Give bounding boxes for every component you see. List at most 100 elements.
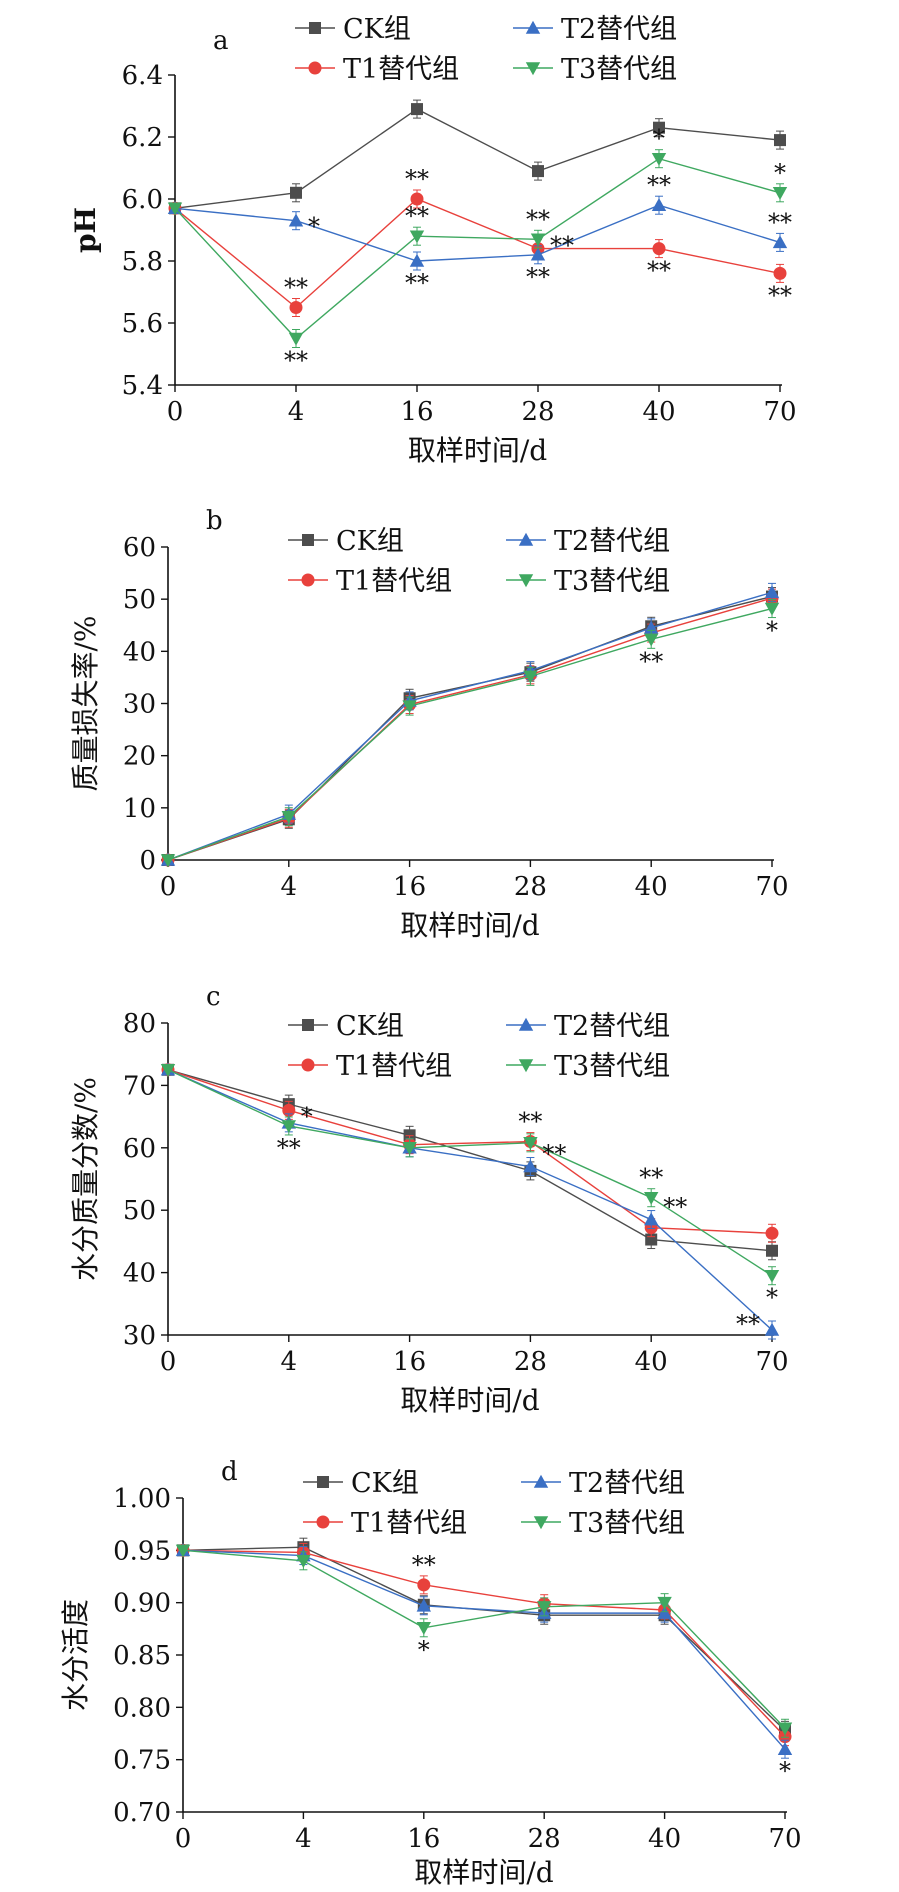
y-tick-label: 1.00: [113, 1484, 171, 1514]
x-axis-label: 取样时间/d: [400, 909, 539, 942]
x-tick-label: 0: [160, 1347, 177, 1377]
data-point-ck: [532, 165, 544, 178]
data-point-t3: [160, 854, 176, 868]
x-tick-label: 40: [648, 1824, 681, 1854]
series-line-t3: [167, 607, 773, 861]
data-point-t3: [402, 1142, 417, 1155]
legend-marker: [317, 1476, 329, 1488]
significance-label: **: [542, 1140, 566, 1168]
legend-label: T2替代组: [569, 1468, 685, 1499]
y-tick-label: 70: [123, 1071, 156, 1101]
data-point-t3: [657, 1596, 672, 1610]
y-tick-label: 0.90: [113, 1589, 171, 1619]
panel-label: b: [206, 506, 223, 536]
data-point-t2: [530, 247, 546, 261]
legend-label: T3替代组: [554, 1051, 670, 1082]
data-point-t3: [537, 1601, 552, 1615]
x-tick-label: 28: [514, 1347, 547, 1377]
legend-label: CK组: [336, 526, 404, 557]
y-axis-label: 质量损失率/%: [69, 615, 102, 791]
data-point-t1: [652, 242, 666, 256]
legend-item-ck: CK组: [288, 1011, 404, 1042]
data-point-t3: [523, 1137, 538, 1151]
data-point-t3: [651, 152, 667, 166]
x-tick-label: 70: [763, 397, 796, 427]
legend-marker: [518, 574, 534, 588]
legend-item-t2: T2替代组: [513, 14, 677, 45]
data-point-ck: [290, 186, 302, 199]
data-point-t3: [416, 1622, 431, 1635]
legend-label: CK组: [336, 1011, 404, 1042]
series-line-t1: [167, 1069, 773, 1234]
legend-marker: [525, 20, 541, 34]
series-line-ck: [167, 595, 773, 861]
data-point-ck: [766, 1244, 778, 1257]
legend-label: T2替代组: [561, 14, 677, 45]
legend-item-t2: T2替代组: [506, 1011, 670, 1042]
series-line-t3: [174, 157, 781, 340]
data-point-t3: [402, 700, 417, 714]
x-tick-label: 16: [407, 1824, 440, 1854]
legend-item-ck: CK组: [295, 14, 411, 45]
series-line-ck: [182, 1546, 786, 1731]
significance-label: *: [774, 159, 786, 187]
y-tick-label: 60: [123, 533, 156, 563]
legend-item-t3: T3替代组: [506, 1051, 670, 1082]
legend-label: T1替代组: [336, 566, 452, 597]
legend-label: T3替代组: [561, 54, 677, 85]
legend-label: T1替代组: [343, 54, 459, 85]
y-tick-label: 40: [123, 1259, 156, 1289]
series-line-t2: [167, 1069, 773, 1331]
data-point-t1: [773, 266, 787, 280]
series-line-t1: [174, 198, 781, 309]
data-point-t2: [416, 1598, 431, 1612]
significance-label: **: [663, 1193, 687, 1221]
data-point-t3: [281, 1120, 296, 1134]
legend-item-t1: T1替代组: [288, 1051, 452, 1082]
legend-marker: [301, 1058, 315, 1072]
y-tick-label: 5.8: [122, 247, 163, 277]
significance-label: **: [647, 257, 671, 285]
data-point-t3: [160, 1064, 176, 1077]
significance-label: **: [639, 1164, 663, 1192]
data-point-t2: [409, 253, 425, 267]
y-tick-label: 6.4: [122, 61, 163, 91]
series-line-t2: [182, 1549, 786, 1750]
x-tick-label: 4: [281, 872, 298, 902]
y-tick-label: 6.0: [122, 185, 163, 215]
data-point-t2: [288, 213, 304, 227]
data-point-t3: [288, 332, 304, 346]
significance-label: **: [526, 205, 550, 233]
y-axis-label: 水分质量分数/%: [69, 1077, 102, 1281]
x-tick-label: 4: [288, 397, 305, 427]
data-point-t3: [409, 230, 425, 244]
legend-marker: [533, 1474, 549, 1488]
data-point-t3: [772, 187, 788, 200]
legend-marker: [302, 534, 314, 546]
x-tick-label: 70: [755, 872, 788, 902]
x-tick-label: 40: [635, 1347, 668, 1377]
significance-label: **: [412, 1551, 436, 1579]
data-point-t2: [772, 235, 788, 249]
significance-label: **: [518, 1108, 542, 1136]
legend-item-t2: T2替代组: [506, 526, 670, 557]
significance-label: **: [526, 263, 550, 291]
legend-label: T2替代组: [554, 526, 670, 557]
legend-marker: [518, 1017, 534, 1031]
series-line-t2: [174, 204, 781, 262]
y-axis-label: 水分活度: [59, 1599, 92, 1711]
data-point-t3: [764, 602, 780, 616]
y-tick-label: 30: [123, 1321, 156, 1351]
y-tick-label: 0.80: [113, 1693, 171, 1723]
legend-marker: [309, 22, 321, 34]
legend-label: CK组: [343, 14, 411, 45]
y-tick-label: 30: [123, 690, 156, 720]
panel-label: a: [213, 26, 229, 56]
data-point-t1: [289, 301, 303, 314]
x-tick-label: 28: [521, 397, 554, 427]
chart-panel-a: 5.45.65.86.06.26.40 4 16 28 40 70取样时间/dpHa***…: [69, 14, 797, 467]
series-line-t1: [182, 1549, 786, 1738]
significance-label: **: [550, 231, 574, 259]
data-point-t3: [530, 233, 546, 247]
